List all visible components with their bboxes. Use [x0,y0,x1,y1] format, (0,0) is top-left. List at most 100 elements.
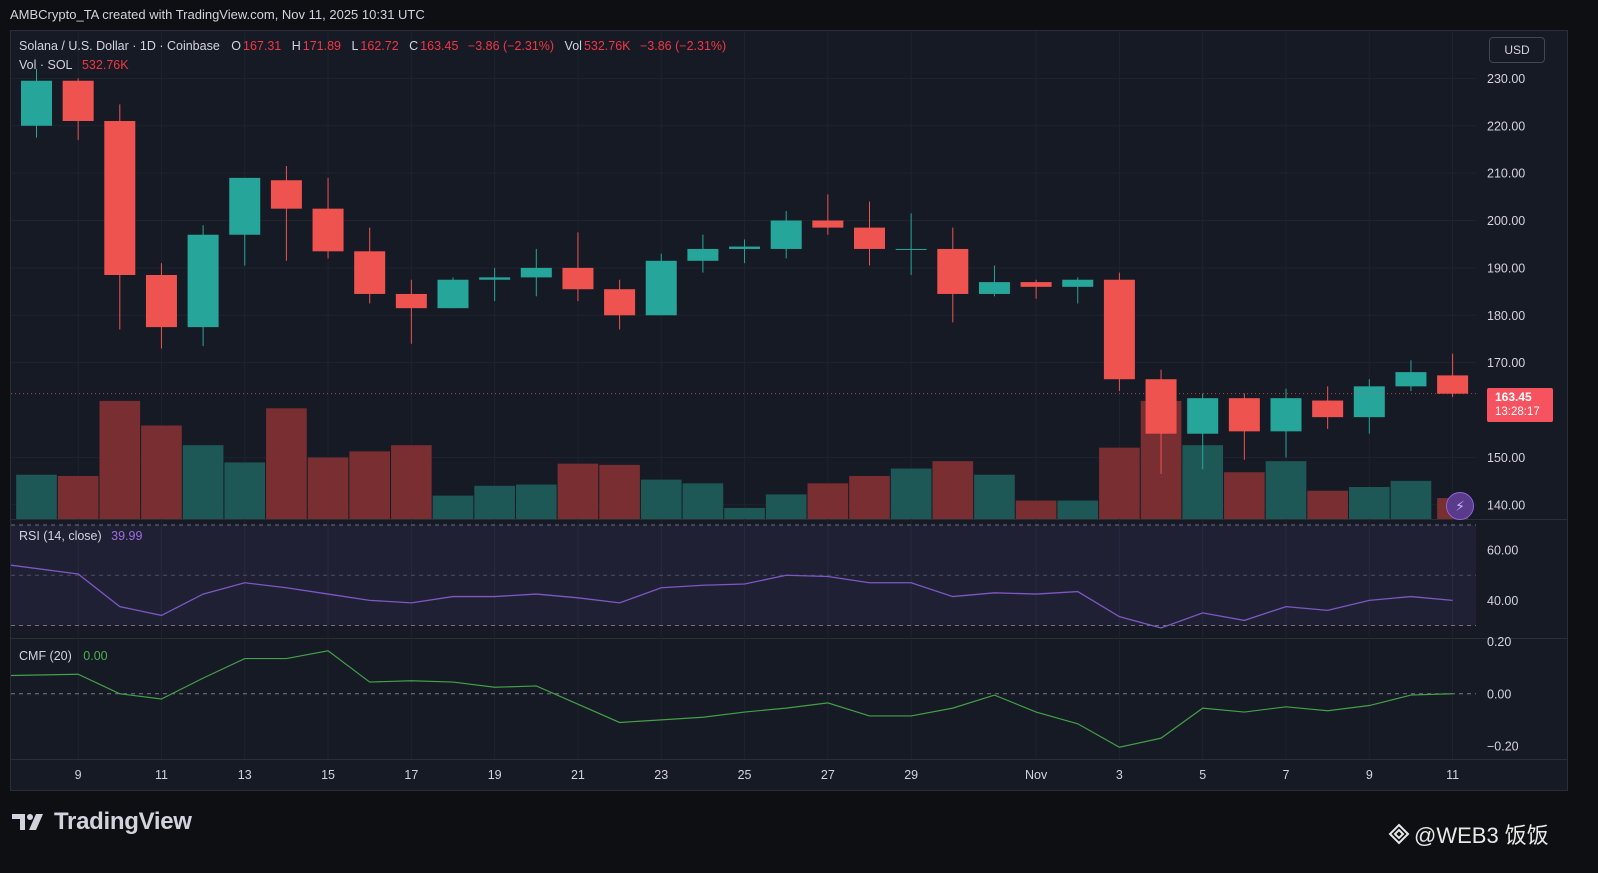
candle-body [312,208,344,252]
candle-body [812,220,844,228]
x-tick-label: 17 [404,768,418,782]
candle-layer [11,68,1476,474]
cmf-y-tick-label: 0.20 [1487,635,1511,649]
volume-bar [974,474,1015,519]
volume-bar [224,462,266,519]
volume-bar [1390,480,1432,519]
currency-button[interactable]: USD [1489,37,1545,63]
low-label: L [351,39,359,53]
volume-bar [1057,500,1099,519]
x-tick-label: 7 [1283,768,1290,782]
volume-indicator-label[interactable]: Vol · SOL [19,58,73,72]
candle-body [562,267,594,290]
y-tick-label: 150.00 [1487,451,1525,465]
candle-body [729,246,761,249]
volume-bar [515,484,557,519]
candle-body [354,251,386,294]
x-tick-label: 11 [1446,768,1459,782]
close-label: C [409,39,419,53]
candle-body [1353,386,1385,418]
x-tick-label: 15 [321,768,335,782]
candle-body [1270,398,1302,432]
vol-label: Vol [564,39,582,53]
volume-bar [849,475,890,519]
volume-bar [724,507,765,519]
rsi-y-tick-label: 60.00 [1487,544,1518,558]
candle-body [770,220,802,249]
tradingview-logo-icon [12,814,43,830]
axis-layer: 9 11 13 15 17 19 21 23 25 27 29 Nov 3 5 7 9 11 230.00 220.… [75,72,1526,782]
chart-canvas[interactable]: 9 11 13 15 17 19 21 23 25 27 29 Nov 3 5 7 9 11 230.00 220.… [11,31,1567,790]
candle-body [229,177,261,235]
volume-bar [1015,500,1057,519]
x-tick-label: 27 [821,768,835,782]
rsi-value: 39.99 [111,529,143,543]
cmf-legend: CMF (20) 0.00 [19,649,110,663]
flash-icon[interactable]: ⚡ [1446,492,1474,520]
tradingview-logo[interactable]: TradingView [12,808,192,836]
volume-layer [16,400,1469,519]
candle-body [1437,375,1469,394]
candle-body [520,267,552,278]
y-tick-label: 140.00 [1487,498,1525,512]
open-label: O [231,39,241,53]
high-label: H [291,39,301,53]
volume-bar [57,475,99,519]
volume-bar [432,495,474,519]
candle-body [895,248,927,250]
bar-countdown: 13:28:17 [1495,406,1540,418]
y-tick-label: 180.00 [1487,309,1525,323]
volume-bar [266,408,307,519]
candle-body [104,121,136,276]
volume-bar [1307,490,1348,519]
y-tick-label: 200.00 [1487,214,1525,228]
volume-indicator-value: 532.76K [81,58,129,72]
candle-body [937,248,969,294]
candle-body [145,275,177,328]
x-tick-label: 9 [75,768,82,782]
volume-bar [1224,472,1265,519]
volume-bar [99,400,141,519]
rsi-pane [11,524,1476,629]
candle-body [645,260,677,316]
volume-bar [349,451,391,519]
candle-body [1020,282,1052,287]
volume-bar [557,463,599,519]
cmf-label[interactable]: CMF (20) [19,649,72,663]
candle-body [1228,398,1260,432]
volume-bar [1099,447,1140,519]
watermark: @WEB3 饭饭 [1388,818,1549,850]
y-tick-label: 220.00 [1487,119,1525,133]
x-tick-label: 25 [738,768,752,782]
rsi-legend: RSI (14, close) 39.99 [19,529,144,543]
rsi-line [11,564,1453,629]
volume-bar [599,464,640,519]
tradingview-logo-text: TradingView [54,808,192,835]
cmf-pane [11,650,1476,748]
x-tick-label: 19 [488,768,502,782]
watermark-text: @WEB3 饭饭 [1414,823,1549,848]
candle-body [1103,279,1135,380]
price-change: −3.86 (−2.31%) [467,39,555,53]
candle-body [395,293,427,309]
candle-body [21,80,52,126]
volume-bar [932,461,974,519]
chart-frame[interactable]: 9 11 13 15 17 19 21 23 25 27 29 Nov 3 5 7 9 11 230.00 220.… [10,30,1568,791]
y-tick-label: 210.00 [1487,167,1525,181]
candle-body [62,80,94,122]
cmf-line [11,650,1453,748]
volume-legend: Vol · SOL 532.76K [19,58,131,72]
rsi-label[interactable]: RSI (14, close) [19,529,102,543]
x-tick-label: 13 [238,768,252,782]
rsi-y-tick-label: 40.00 [1487,594,1518,608]
candle-body [1145,379,1177,434]
volume-bar [1348,487,1390,519]
symbol-title[interactable]: Solana / U.S. Dollar · 1D · Coinbase [19,39,220,53]
volume-bar [640,479,682,519]
candle-body [437,279,469,309]
y-tick-label: 170.00 [1487,356,1525,370]
volume-bar [807,483,849,519]
cmf-y-tick-label: −0.20 [1487,739,1519,753]
grid-layer [11,31,1567,760]
volume-bar [182,445,224,519]
